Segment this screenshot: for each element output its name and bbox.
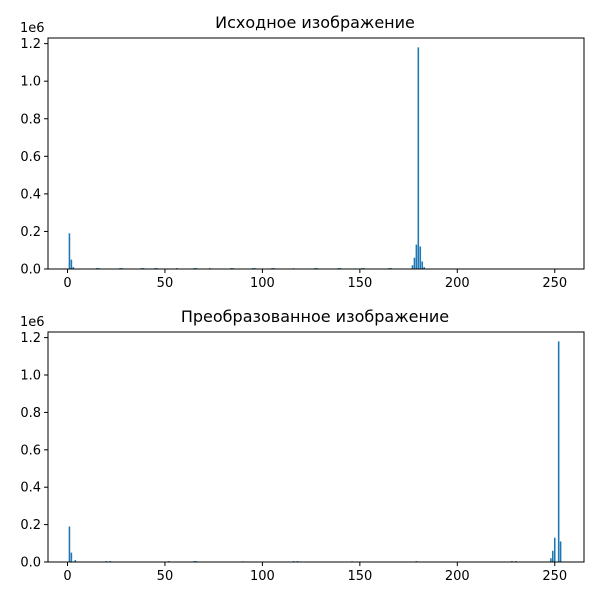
x-ticks-transformed: 0 50 100 150 200 250 xyxy=(63,562,567,584)
y-tick-label: 0.6 xyxy=(20,443,41,458)
x-tick-label: 250 xyxy=(542,276,567,291)
chart-title-transformed: Преобразованное изображение xyxy=(181,307,449,326)
x-ticks-original: 0 50 100 150 200 250 xyxy=(63,269,567,291)
histogram-bar xyxy=(417,47,420,269)
histogram-bar xyxy=(68,526,71,562)
x-tick-label: 200 xyxy=(445,276,470,291)
y-tick-label: 1.2 xyxy=(20,37,41,52)
y-tick-label: 0.0 xyxy=(20,556,41,571)
subplot-transformed: Преобразованное изображение 1e6 0 50 100 15… xyxy=(20,307,585,584)
y-tick-label: 0.4 xyxy=(20,481,41,496)
y-tick-label: 1.0 xyxy=(20,75,41,90)
histogram-bar xyxy=(423,267,425,269)
x-tick-label: 0 xyxy=(63,276,71,291)
histogram-bar xyxy=(411,265,414,269)
y-tick-label: 1.0 xyxy=(20,369,41,384)
histogram-bar xyxy=(68,233,71,269)
y-ticks-original: 0.0 0.2 0.4 0.6 0.8 1.0 1.2 xyxy=(20,37,48,278)
y-tick-label: 0.6 xyxy=(20,150,41,165)
subplot-original: Исходное изображение 1e6 0 50 100 150 200 250… xyxy=(20,13,585,291)
histogram-bar xyxy=(72,267,75,269)
y-tick-label: 0.2 xyxy=(20,225,41,240)
x-tick-label: 50 xyxy=(157,276,174,291)
chart-title-original: Исходное изображение xyxy=(215,13,415,32)
y-scale-label-transformed: 1e6 xyxy=(20,315,45,330)
x-tick-label: 250 xyxy=(542,569,567,584)
histogram-bar xyxy=(559,541,562,562)
histogram-bar xyxy=(553,537,556,562)
histogram-bar xyxy=(421,261,424,269)
histogram-bar xyxy=(413,257,416,269)
x-tick-label: 100 xyxy=(250,276,275,291)
y-tick-label: 0.2 xyxy=(20,518,41,533)
x-tick-label: 0 xyxy=(63,569,71,584)
histogram-bar xyxy=(419,246,422,269)
y-tick-label: 0.4 xyxy=(20,187,41,202)
y-tick-label: 0.8 xyxy=(20,406,41,421)
histogram-bar xyxy=(552,550,554,562)
y-tick-label: 0.8 xyxy=(20,112,41,127)
plot-frame-original xyxy=(47,37,585,270)
x-tick-label: 150 xyxy=(347,569,372,584)
plot-frame-transformed xyxy=(47,331,585,563)
histogram-bar xyxy=(557,341,560,562)
histogram-bar xyxy=(550,558,552,562)
y-ticks-transformed: 0.0 0.2 0.4 0.6 0.8 1.0 1.2 xyxy=(20,331,48,571)
y-tick-label: 1.2 xyxy=(20,331,41,346)
x-tick-label: 50 xyxy=(157,569,174,584)
x-tick-label: 200 xyxy=(445,569,470,584)
x-tick-label: 150 xyxy=(347,276,372,291)
x-tick-label: 100 xyxy=(250,569,275,584)
histogram-bar xyxy=(415,244,418,269)
histogram-bar xyxy=(74,560,77,562)
histogram-bar xyxy=(70,259,73,269)
histogram-bar xyxy=(70,552,73,562)
y-tick-label: 0.0 xyxy=(20,263,41,278)
y-scale-label-original: 1e6 xyxy=(20,21,45,36)
